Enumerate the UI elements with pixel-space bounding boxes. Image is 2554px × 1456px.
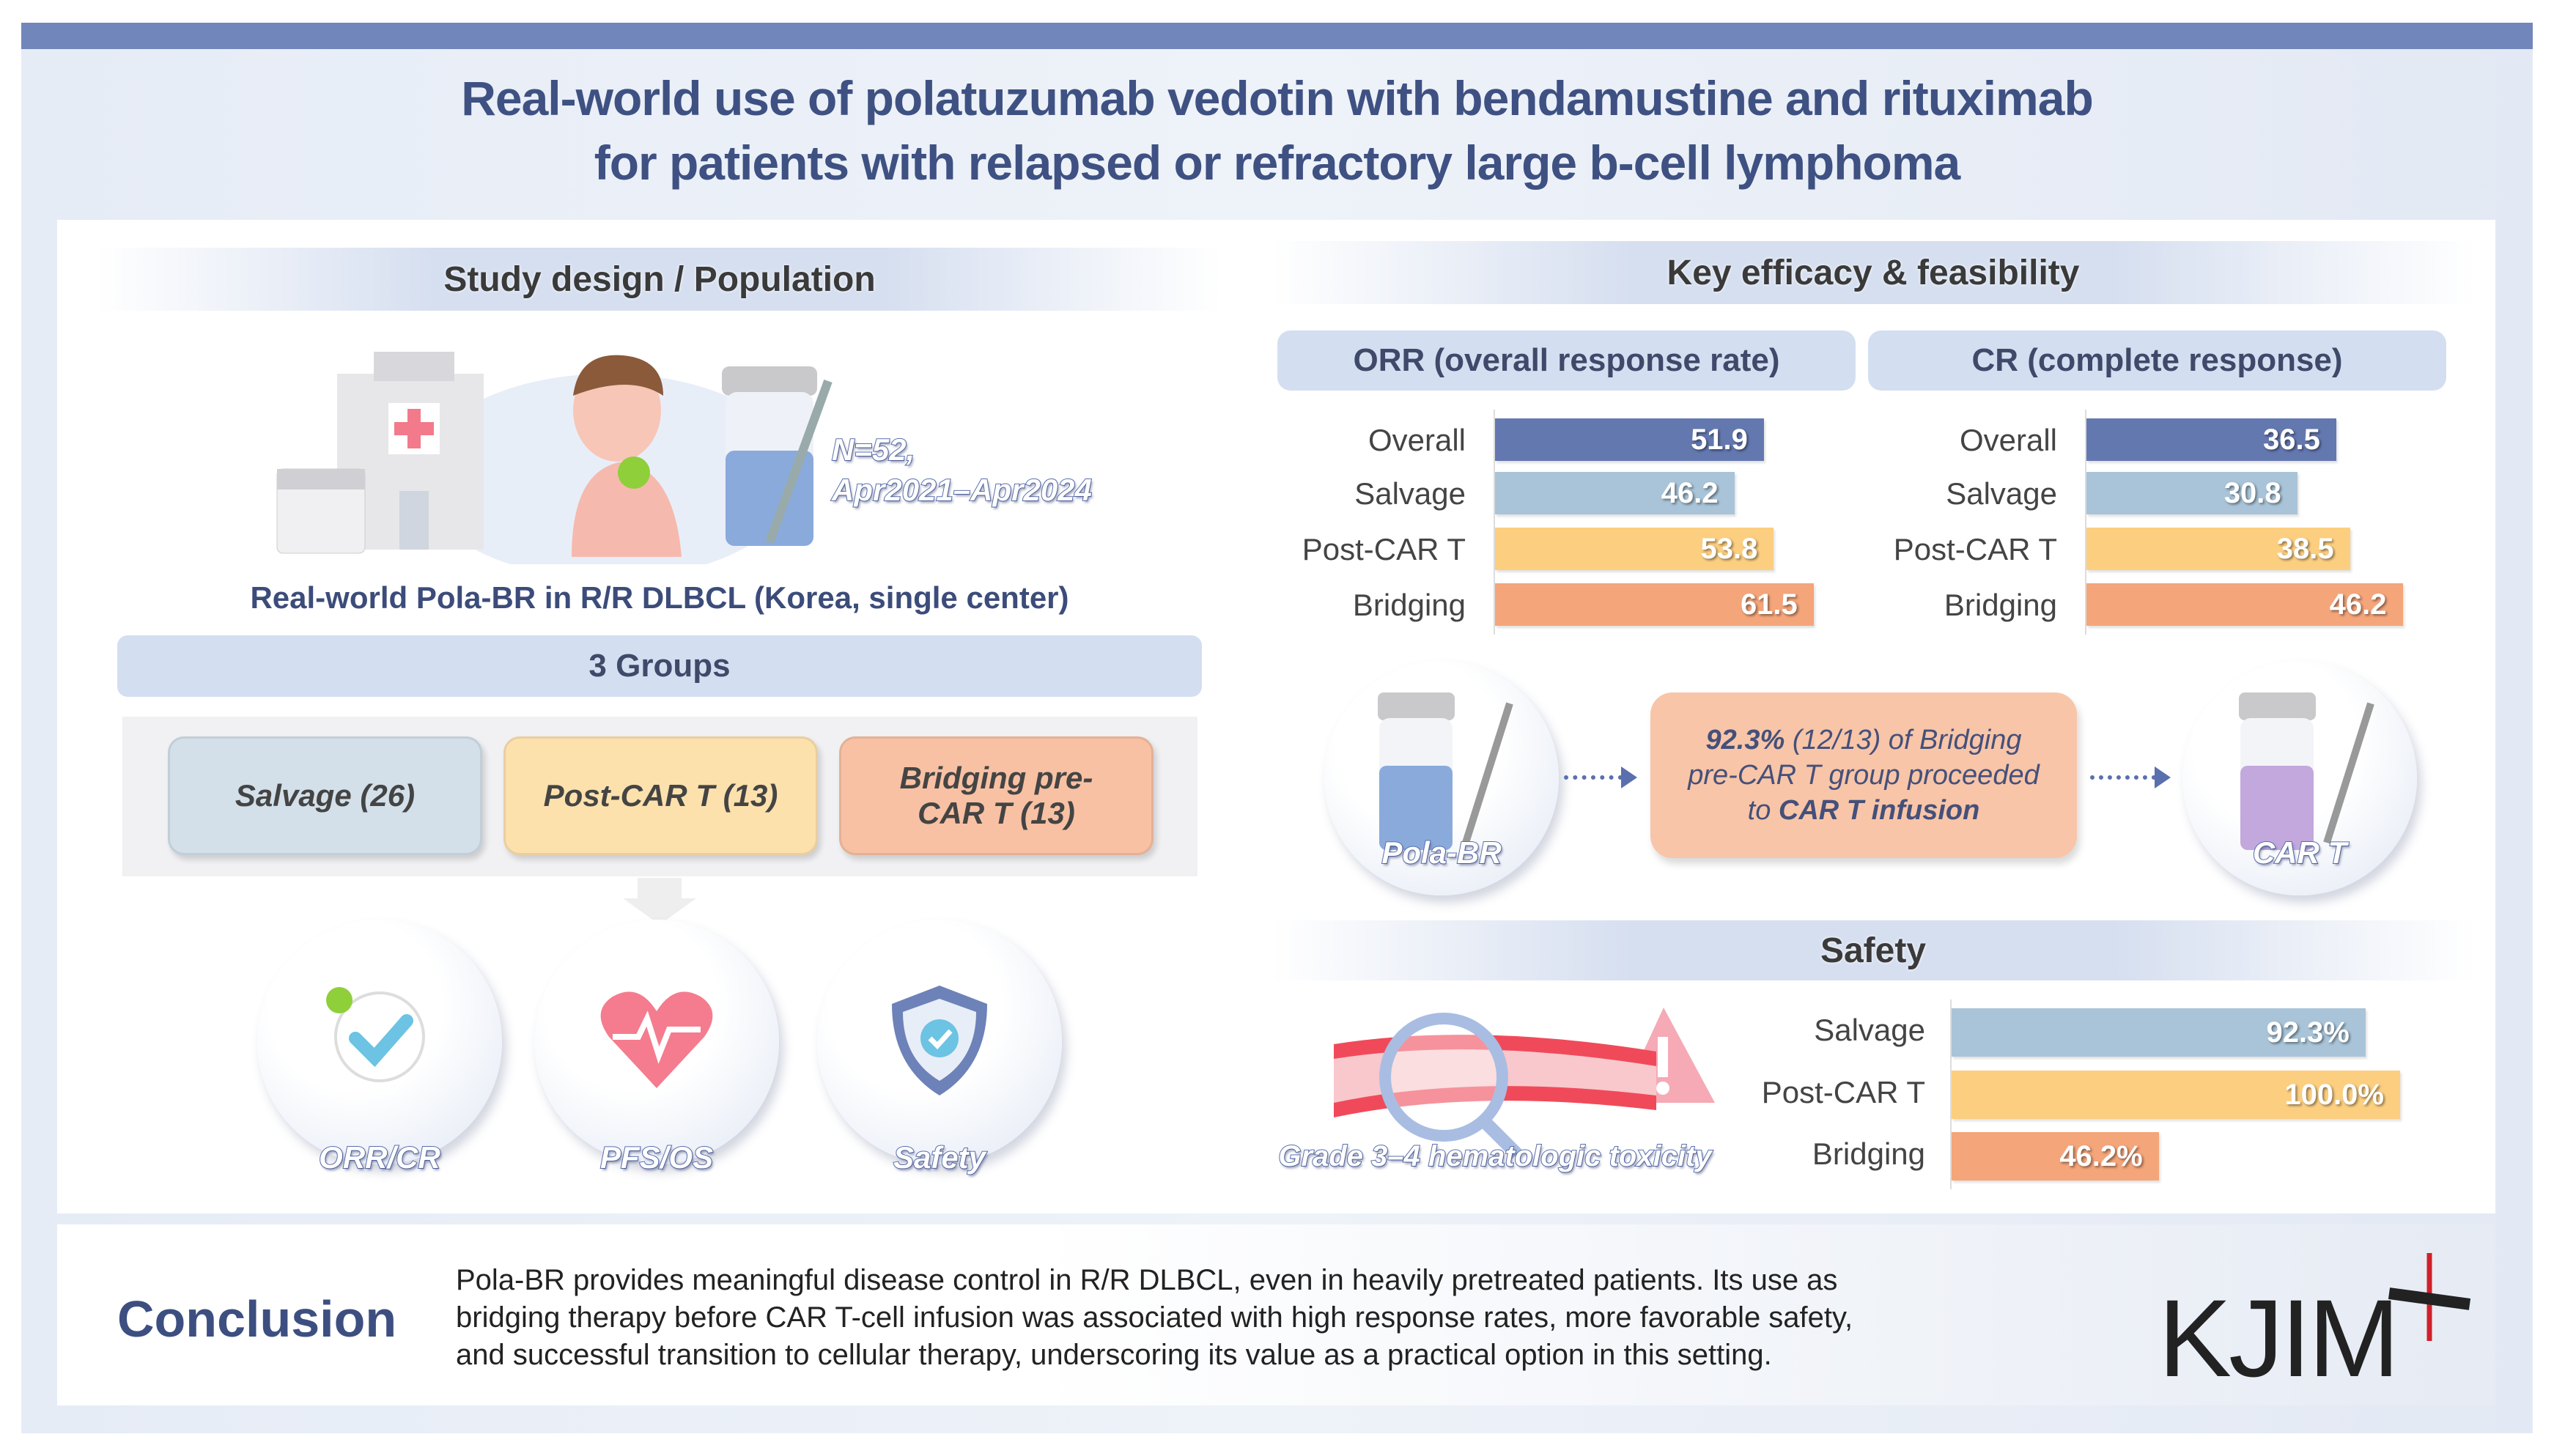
bar-bridging: 61.5 — [1495, 583, 1814, 626]
flow-text-1: (12/13) of Bridging — [1785, 725, 2022, 755]
bar-bridging: 46.2 — [2086, 583, 2403, 626]
bar-value: 30.8 — [2223, 476, 2281, 509]
study-caption: Real-world Pola-BR in R/R DLBCL (Korea, … — [250, 580, 1069, 615]
heart-pulse-icon — [587, 971, 726, 1110]
toxicity-label: Grade 3–4 hematologic toxicity — [1277, 1139, 1712, 1173]
arrow-right-line — [2090, 775, 2156, 780]
pola-br-label: Pola-BR — [1381, 835, 1502, 871]
endpoint-label: ORR/CR — [318, 1139, 441, 1175]
patient-icon — [572, 355, 682, 557]
bar-label: Bridging — [1944, 588, 2057, 622]
top-bar — [21, 23, 2533, 49]
safety-header: Safety — [1271, 920, 2476, 980]
groups-header: 3 Groups — [117, 635, 1202, 697]
study-illustration — [276, 352, 833, 564]
bar-label: Post-CAR T — [1761, 1075, 1925, 1109]
cr-header: CR (complete response) — [1868, 330, 2446, 391]
study-header: Study design / Population — [97, 248, 1222, 311]
bar-value: 46.2 — [2329, 588, 2387, 621]
shield-check-icon — [870, 971, 1009, 1110]
group-box-1: Post-CAR T (13) — [503, 736, 818, 855]
flow-pct: 92.3% — [1705, 725, 1785, 755]
pola-br-vial-icon — [1378, 692, 1513, 850]
car-t-label: CAR T — [2252, 835, 2347, 871]
bar-label: Salvage — [1814, 1013, 1925, 1047]
calendar-icon — [276, 468, 366, 554]
blood-vessel-magnifier-icon — [1334, 1008, 1715, 1159]
check-icon — [310, 971, 449, 1110]
bar-overall: 36.5 — [2086, 418, 2336, 461]
conclusion-label: Conclusion — [117, 1290, 397, 1348]
group-box-2: Bridging pre-CAR T (13) — [839, 736, 1154, 855]
bar-overall: 51.9 — [1495, 418, 1764, 461]
bar-value: 46.2 — [1661, 476, 1719, 509]
period-label: Apr2021–Apr2024 — [831, 472, 1093, 508]
arrow-right-icon — [1621, 766, 1637, 788]
conclusion-line: Pola-BR provides meaningful disease cont… — [456, 1264, 1838, 1296]
conclusion-panel — [57, 1224, 2495, 1405]
bar-label: Bridging — [1812, 1137, 1925, 1171]
title-line-1: Real-world use of polatuzumab vedotin wi… — [461, 71, 2094, 125]
bar-salvage: 30.8 — [2086, 472, 2298, 514]
bar-label: Overall — [1959, 423, 2057, 457]
bar-label: Overall — [1368, 423, 1466, 457]
bar-bridging: 46.2% — [1952, 1132, 2159, 1180]
arrow-right-icon — [2155, 766, 2171, 788]
orr-header: ORR (overall response rate) — [1277, 330, 1856, 391]
chart-axis — [1494, 410, 1495, 635]
chart-axis — [1950, 999, 1952, 1189]
car-t-vial-icon — [2239, 692, 2374, 850]
efficacy-header: Key efficacy & feasibility — [1271, 241, 2476, 304]
conclusion-text: Pola-BR provides meaningful disease cont… — [456, 1262, 1853, 1374]
bar-value: 100.0% — [2284, 1078, 2384, 1111]
flow-text-3: to — [1747, 795, 1779, 826]
bar-value: 46.2% — [2059, 1139, 2143, 1172]
conclusion-line: bridging therapy before CAR T-cell infus… — [456, 1301, 1853, 1334]
kjim-logo-mark — [2388, 1253, 2471, 1341]
chart-axis — [2085, 410, 2086, 635]
down-arrow-stem — [638, 878, 682, 900]
bar-value: 51.9 — [1691, 423, 1748, 456]
bar-value: 92.3% — [2266, 1016, 2350, 1049]
n-label: N=52, — [831, 432, 915, 468]
flow-text-2: pre-CAR T group proceeded — [1688, 760, 2040, 791]
bar-salvage: 46.2 — [1495, 472, 1735, 514]
endpoint-label: Safety — [893, 1139, 986, 1175]
bar-value: 61.5 — [1740, 588, 1798, 621]
bar-label: Salvage — [1354, 476, 1466, 511]
flow-box: 92.3% (12/13) of Bridging pre-CAR T grou… — [1650, 692, 2077, 858]
bar-label: Bridging — [1352, 588, 1466, 622]
kjim-logo: KJIM — [2158, 1276, 2400, 1400]
bar-label: Post-CAR T — [1893, 532, 2057, 566]
flow-text-bold: CAR T infusion — [1778, 795, 1980, 826]
endpoint-label: PFS/OS — [599, 1139, 714, 1175]
bar-post-car-t: 100.0% — [1952, 1071, 2400, 1119]
bar-label: Post-CAR T — [1302, 532, 1466, 566]
arrow-left-line — [1564, 775, 1623, 780]
vial-icon — [722, 366, 833, 546]
conclusion-line: and successful transition to cellular th… — [456, 1339, 1772, 1371]
bar-value: 38.5 — [2276, 532, 2334, 565]
group-box-0: Salvage (26) — [168, 736, 482, 855]
title-line-2: for patients with relapsed or refractory… — [594, 136, 1961, 190]
bar-label: Salvage — [1946, 476, 2057, 511]
bar-post-car-t: 38.5 — [2086, 528, 2350, 570]
bar-value: 53.8 — [1700, 532, 1758, 565]
bar-salvage: 92.3% — [1952, 1008, 2366, 1057]
bar-value: 36.5 — [2263, 423, 2320, 456]
bar-post-car-t: 53.8 — [1495, 528, 1774, 570]
